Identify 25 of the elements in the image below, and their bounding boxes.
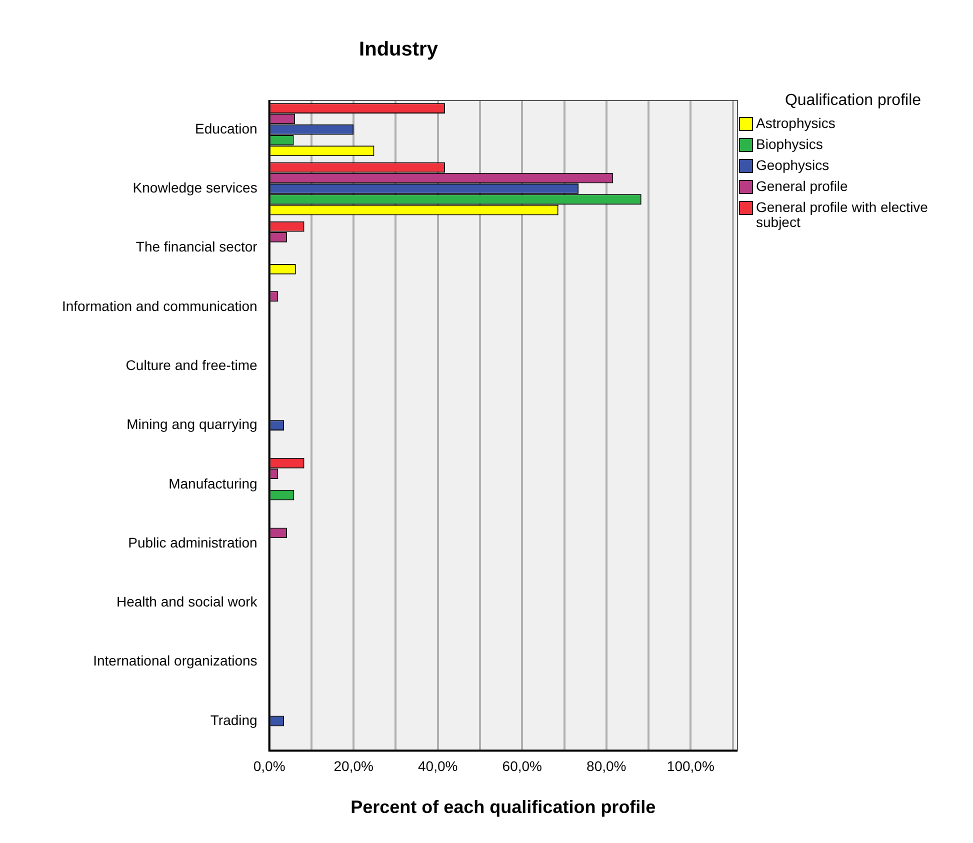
legend-label: Biophysics [756, 136, 823, 152]
y-tick-label: The financial sector [136, 238, 258, 255]
y-tick-label: Health and social work [116, 594, 258, 610]
y-tick-label: Knowledge services [132, 180, 258, 196]
x-axis-title: Percent of each qualification profile [350, 797, 656, 818]
y-tick-label: Culture and free-time [126, 357, 258, 374]
legend-label: Astrophysics [756, 115, 836, 131]
y-tick-label: Public administration [128, 534, 258, 550]
x-tick-label: 40,0% [418, 758, 458, 774]
x-tick-label: 20,0% [334, 758, 374, 774]
legend-title: Qualification profile [784, 92, 922, 110]
y-tick-label: Manufacturing [168, 475, 258, 492]
legend-label: General profile [756, 178, 848, 194]
x-tick-label: 80,0% [586, 758, 626, 774]
y-tick-label: Trading [210, 712, 258, 728]
chart-title: Industry [359, 38, 439, 61]
legend-label: General profile with elective subject [756, 199, 929, 230]
x-tick-label: 60,0% [502, 758, 542, 774]
y-tick-label: Mining ang quarrying [126, 416, 258, 432]
x-tick-label: 100,0% [666, 758, 714, 774]
y-tick-label: Education [195, 120, 258, 136]
y-tick-label: Information and communication [62, 298, 258, 314]
x-tick-label: 0,0% [253, 758, 286, 774]
legend-label: Geophysics [756, 157, 830, 173]
y-tick-label: International organizations [93, 652, 258, 669]
